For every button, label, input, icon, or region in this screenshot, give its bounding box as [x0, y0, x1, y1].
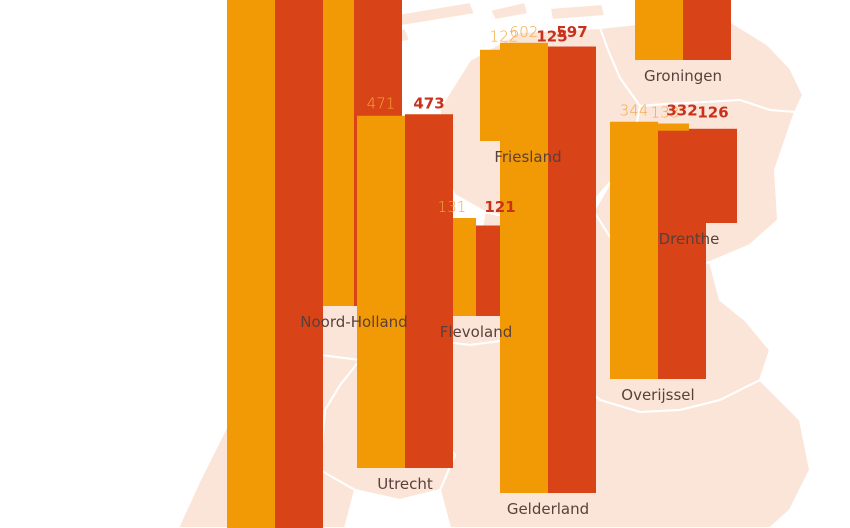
- bar-zuid-holland-second: [275, 0, 323, 528]
- bar-groningen-first: [635, 0, 683, 60]
- bar-zuid-holland-first: [227, 0, 275, 528]
- bar-utrecht-first: [357, 115, 405, 468]
- value-label-friesland-second: 125: [536, 28, 567, 46]
- province-label-friesland: Friesland: [494, 148, 561, 166]
- island-schiermonnikoog: [549, 3, 606, 21]
- value-label-friesland-first: 122: [490, 28, 519, 46]
- bar-overijssel-second: [658, 130, 706, 379]
- island-terschelling: [397, 1, 476, 27]
- province-label-groningen: Groningen: [644, 67, 722, 85]
- island-ameland: [489, 1, 529, 21]
- value-label-drenthe-second: 126: [697, 104, 728, 122]
- value-label-gelderland-first: 602: [510, 23, 539, 41]
- province-label-flevoland: Flevoland: [440, 323, 512, 341]
- province-label-gelderland: Gelderland: [507, 500, 589, 518]
- province-label-noord-holland: Noord-Holland: [300, 313, 407, 331]
- value-label-utrecht-first: 471: [367, 94, 396, 112]
- province-label-overijssel: Overijssel: [621, 386, 694, 404]
- value-label-flevoland-second: 121: [484, 198, 515, 216]
- bar-groningen-second: [683, 0, 731, 60]
- province-label-utrecht: Utrecht: [377, 475, 433, 493]
- bars-layer: [227, 0, 737, 528]
- value-label-gelderland-second: 597: [556, 23, 587, 41]
- value-label-utrecht-second: 473: [413, 94, 444, 112]
- value-label-flevoland-first: 131: [438, 198, 467, 216]
- value-label-drenthe-first: 133: [651, 104, 680, 122]
- bar-overijssel-first: [610, 121, 658, 379]
- value-label-overijssel-second: 332: [666, 102, 697, 120]
- bar-utrecht-second: [405, 114, 453, 468]
- value-label-overijssel-first: 344: [620, 102, 649, 120]
- bar-gelderland-second: [548, 46, 596, 494]
- bar-gelderland-first: [500, 42, 548, 494]
- labels-layer: 140147Groningen122125Friesland133126Dren…: [300, 23, 728, 518]
- province-label-drenthe: Drenthe: [659, 230, 720, 248]
